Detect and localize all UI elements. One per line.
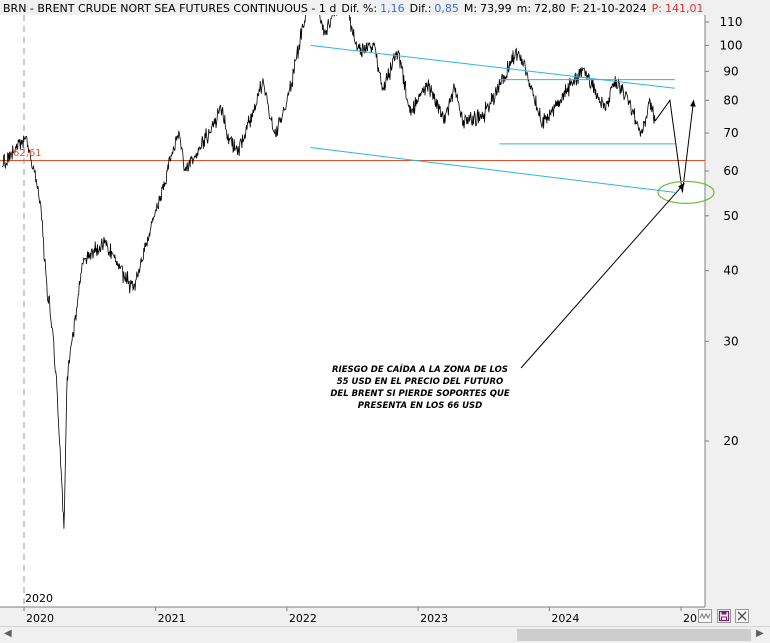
header-symbol: BRN bbox=[3, 2, 26, 15]
header-p-value: 141,01 bbox=[665, 2, 704, 15]
y-tick-label: 70 bbox=[723, 126, 738, 140]
y-tick-label: 20 bbox=[723, 434, 738, 448]
price-series-line bbox=[1, 15, 656, 529]
target-zone-ellipse bbox=[657, 180, 715, 204]
channel-upper-line bbox=[310, 44, 675, 89]
x-tick-label: 2020 bbox=[26, 612, 54, 625]
annotation-line-4: PRESENTA EN LOS 66 USD bbox=[358, 401, 482, 411]
annotation-line-2: 55 USD EN EL PRECIO DEL FUTURO bbox=[337, 377, 503, 387]
y-tick-label: 60 bbox=[723, 164, 738, 178]
floppy-disk-icon[interactable] bbox=[717, 609, 731, 623]
x-tick-label: 2024 bbox=[551, 612, 579, 625]
header-p-label: P: bbox=[652, 2, 662, 15]
x-tick-label: 20 bbox=[683, 612, 697, 625]
header-dif-value: 0,85 bbox=[434, 2, 459, 15]
header-period: 1 d bbox=[319, 2, 336, 15]
y-tick-label: 110 bbox=[720, 15, 743, 29]
horizontal-scrollbar[interactable]: ◀ ▶ bbox=[0, 626, 770, 643]
header-min-value: 72,80 bbox=[534, 2, 566, 15]
scroll-left-arrow-icon[interactable]: ◀ bbox=[4, 628, 12, 639]
close-icon[interactable] bbox=[735, 609, 749, 623]
channel-lower-line bbox=[310, 147, 675, 193]
header-date-value: 21-10-2024 bbox=[583, 2, 647, 15]
corner-year-label: 2020 bbox=[25, 592, 53, 605]
annotation-text: RIESGO DE CAÍDA A LA ZONA DE LOS 55 USD … bbox=[330, 363, 510, 411]
x-tick-label: 2021 bbox=[158, 612, 186, 625]
header-dif-pct-value: 1,16 bbox=[380, 2, 405, 15]
forecast-path-arrow bbox=[654, 98, 696, 193]
annotation-line-1: RIESGO DE CAÍDA A LA ZONA DE LOS bbox=[332, 363, 508, 375]
scroll-thumb[interactable] bbox=[517, 629, 751, 641]
header-max-value: 73,99 bbox=[480, 2, 512, 15]
header-min-label: m: bbox=[517, 2, 531, 15]
x-tick-label: 2023 bbox=[420, 612, 448, 625]
header-name: BRENT CRUDE NORT SEA FUTURES CONTINUOUS bbox=[37, 2, 308, 15]
chart-header: BRN - BRENT CRUDE NORT SEA FUTURES CONTI… bbox=[3, 2, 704, 15]
support-label: 62,61 bbox=[13, 148, 42, 159]
annotation-pointer-arrow bbox=[520, 183, 685, 369]
scroll-right-arrow-icon[interactable]: ▶ bbox=[756, 628, 764, 639]
header-sep1: - bbox=[26, 2, 37, 15]
y-tick-label: 50 bbox=[723, 209, 738, 223]
annotation-line-3: DEL BRENT SI PIERDE SOPORTES QUE bbox=[330, 389, 510, 399]
header-date-label: F: bbox=[571, 2, 580, 15]
header-dif-label: Dif.: bbox=[410, 2, 432, 15]
header-sep2: - bbox=[308, 2, 319, 15]
y-tick-label: 40 bbox=[723, 264, 738, 278]
plot-background bbox=[0, 15, 705, 607]
zoom-wave-icon[interactable] bbox=[698, 609, 712, 623]
y-tick-label: 100 bbox=[720, 38, 743, 52]
y-tick-label: 80 bbox=[723, 93, 738, 107]
x-tick-label: 2022 bbox=[289, 612, 317, 625]
y-tick-label: 90 bbox=[723, 64, 738, 78]
header-dif-pct-label: Dif. %: bbox=[341, 2, 377, 15]
y-tick-label: 30 bbox=[723, 334, 738, 348]
header-max-label: M: bbox=[464, 2, 477, 15]
